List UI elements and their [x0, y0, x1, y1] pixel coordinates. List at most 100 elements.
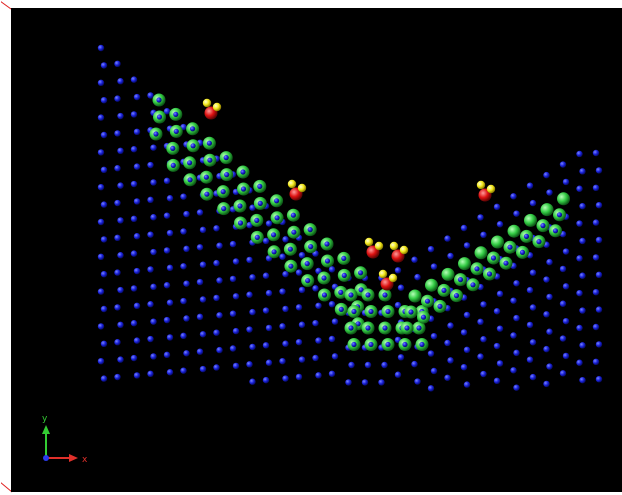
hydrogen-atom: [378, 269, 388, 279]
substrate-atom: [133, 163, 141, 170]
substrate-atom: [592, 184, 600, 191]
substrate-atom: [130, 250, 138, 257]
substrate-atom: [394, 301, 402, 309]
substrate-atom: [249, 204, 256, 211]
substrate-atom: [213, 225, 220, 232]
substrate-atom: [447, 252, 454, 260]
substrate-atom: [576, 150, 583, 158]
substrate-atom: [213, 364, 220, 371]
hydrogen-atom: [374, 241, 384, 251]
substrate-atom: [229, 240, 237, 248]
substrate-atom: [229, 310, 237, 317]
adsorbate-core: [156, 114, 163, 120]
substrate-atom: [147, 335, 154, 343]
substrate-atom: [543, 311, 550, 318]
adsorbate-core: [224, 172, 230, 178]
adsorbate-core: [173, 128, 179, 134]
substrate-atom: [576, 255, 583, 262]
substrate-atom: [262, 307, 270, 314]
substrate-atom: [510, 367, 517, 374]
substrate-atom: [543, 380, 550, 388]
adsorbate-core: [204, 191, 210, 197]
molecular-viewport[interactable]: y x: [11, 8, 622, 492]
substrate-atom: [298, 251, 306, 259]
substrate-atom: [100, 97, 108, 104]
substrate-atom: [246, 361, 253, 368]
adsorbate-core: [519, 249, 526, 255]
substrate-atom: [163, 177, 171, 185]
adsorbate-core: [156, 97, 162, 103]
substrate-atom: [444, 339, 451, 347]
substrate-atom: [543, 171, 550, 179]
substrate-atom: [477, 214, 484, 221]
substrate-atom: [576, 324, 583, 332]
substrate-atom: [166, 369, 174, 376]
substrate-atom: [562, 352, 570, 360]
substrate-atom: [546, 363, 553, 370]
hydrogen-atom: [486, 184, 496, 194]
substrate-atom: [562, 178, 570, 186]
adsorbate-core: [153, 131, 159, 137]
substrate-atom: [232, 293, 240, 300]
substrate-atom: [282, 375, 289, 382]
adsorbate-core: [288, 263, 294, 269]
adsorbate-core: [237, 220, 244, 226]
substrate-atom: [447, 322, 454, 329]
substrate-atom: [216, 242, 223, 249]
adsorbate-core: [190, 143, 196, 149]
substrate-atom: [513, 314, 520, 322]
substrate-atom: [526, 321, 534, 329]
substrate-atom: [100, 62, 108, 69]
substrate-atom: [183, 245, 190, 253]
substrate-atom: [282, 236, 289, 243]
adsorbate-core: [338, 289, 344, 295]
substrate-atom: [262, 272, 270, 279]
substrate-atom: [328, 370, 336, 377]
adsorbate-core: [365, 325, 371, 331]
substrate-atom: [262, 237, 270, 245]
substrate-atom: [100, 236, 108, 243]
substrate-atom: [114, 234, 121, 242]
adsorbate-core: [237, 203, 243, 209]
substrate-atom: [114, 304, 121, 311]
adsorbate-core: [507, 244, 513, 250]
substrate-atom: [579, 237, 586, 245]
substrate-atom: [430, 332, 438, 340]
substrate-atom: [180, 263, 187, 270]
substrate-atom: [595, 236, 603, 244]
substrate-atom: [559, 370, 567, 377]
substrate-atom: [147, 266, 154, 273]
hydrogen-atom: [202, 98, 212, 108]
substrate-atom: [100, 305, 108, 313]
substrate-atom: [315, 267, 322, 275]
adsorbate-core: [271, 249, 277, 255]
substrate-atom: [510, 332, 517, 339]
substrate-atom: [229, 345, 237, 352]
substrate-atom: [295, 304, 303, 311]
substrate-atom: [100, 131, 108, 139]
substrate-atom: [166, 195, 174, 202]
substrate-atom: [265, 359, 273, 366]
substrate-atom: [150, 283, 157, 291]
substrate-atom: [312, 354, 319, 362]
substrate-atom: [163, 212, 171, 219]
substrate-atom: [493, 342, 501, 350]
substrate-atom: [595, 167, 603, 174]
substrate-atom: [595, 376, 603, 383]
substrate-atom: [394, 371, 402, 378]
substrate-atom: [477, 318, 484, 326]
adsorbate-core: [365, 292, 371, 298]
substrate-atom: [147, 196, 154, 204]
adsorbate-core: [305, 278, 311, 284]
adsorbate-atom: [474, 246, 488, 260]
substrate-atom: [249, 308, 256, 316]
substrate-atom: [246, 326, 253, 333]
substrate-atom: [117, 78, 124, 85]
atom-scene[interactable]: y x: [11, 8, 622, 492]
substrate-atom: [196, 244, 204, 251]
substrate-atom: [279, 323, 286, 330]
adsorbate-core: [304, 261, 310, 267]
substrate-atom: [427, 385, 435, 392]
substrate-atom: [411, 360, 418, 368]
adsorbate-core: [457, 277, 464, 283]
